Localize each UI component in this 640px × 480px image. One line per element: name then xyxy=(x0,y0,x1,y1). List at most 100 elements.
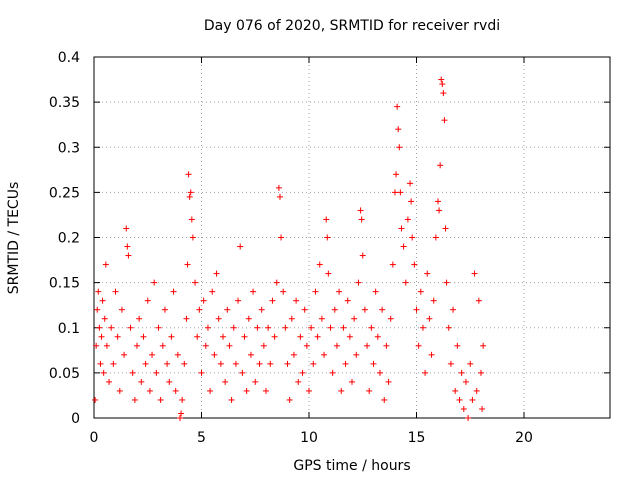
data-point xyxy=(235,297,242,304)
data-point xyxy=(396,144,403,151)
data-point xyxy=(278,234,285,241)
data-point xyxy=(217,360,224,367)
data-point xyxy=(478,369,484,376)
data-point xyxy=(129,369,136,376)
data-point xyxy=(202,342,209,349)
data-point xyxy=(366,387,373,394)
data-point xyxy=(432,234,439,241)
chart-title: Day 076 of 2020, SRMTID for receiver rvd… xyxy=(204,18,500,34)
data-point xyxy=(230,324,237,331)
data-point xyxy=(131,396,138,403)
data-point xyxy=(393,171,400,178)
data-point xyxy=(95,288,102,295)
data-point xyxy=(323,216,330,223)
data-point xyxy=(157,396,164,403)
data-point xyxy=(407,180,414,187)
data-point xyxy=(166,378,173,385)
data-point xyxy=(170,288,177,295)
data-point xyxy=(400,243,407,250)
data-point xyxy=(184,261,191,268)
data-point xyxy=(458,369,465,376)
data-point xyxy=(342,360,349,367)
x-tick-label: 10 xyxy=(300,430,318,446)
data-point xyxy=(441,117,448,124)
y-tick-label: 0.4 xyxy=(58,50,80,66)
data-point xyxy=(153,369,160,376)
data-point xyxy=(338,387,345,394)
data-point xyxy=(479,405,486,412)
data-point xyxy=(357,207,364,214)
y-axis-label: SRMTID / TECUs xyxy=(6,182,22,295)
data-point xyxy=(112,288,119,295)
data-point xyxy=(110,360,117,367)
data-point xyxy=(275,184,282,191)
data-point xyxy=(331,306,338,313)
data-point xyxy=(178,410,185,417)
data-point xyxy=(299,369,306,376)
data-point xyxy=(254,324,261,331)
data-point xyxy=(438,76,445,83)
data-point xyxy=(140,333,147,340)
data-point xyxy=(445,324,452,331)
data-point xyxy=(456,396,463,403)
data-point xyxy=(430,297,437,304)
x-tick-label: 5 xyxy=(197,430,206,446)
data-point xyxy=(426,315,433,322)
data-point xyxy=(301,306,308,313)
data-point xyxy=(471,270,478,277)
data-point xyxy=(99,297,106,304)
data-point xyxy=(417,288,424,295)
data-point xyxy=(186,193,193,200)
data-point xyxy=(92,396,99,403)
data-point xyxy=(228,396,235,403)
data-point xyxy=(398,225,405,232)
data-point xyxy=(194,333,201,340)
data-point xyxy=(265,324,272,331)
data-point xyxy=(327,324,334,331)
data-point xyxy=(440,90,447,97)
data-point xyxy=(462,378,469,385)
data-point xyxy=(349,378,355,385)
data-point xyxy=(247,351,254,358)
data-point xyxy=(183,315,190,322)
data-point xyxy=(439,81,446,88)
grid-lines xyxy=(94,57,610,418)
data-point xyxy=(239,369,246,376)
data-point xyxy=(172,387,179,394)
data-point xyxy=(469,396,476,403)
data-point xyxy=(314,333,321,340)
data-point xyxy=(263,387,269,394)
data-point xyxy=(124,243,131,250)
data-point xyxy=(442,225,449,232)
data-point xyxy=(94,306,101,313)
data-point xyxy=(267,360,274,367)
data-point xyxy=(116,387,123,394)
data-point xyxy=(333,342,340,349)
data-point xyxy=(187,189,194,196)
data-point xyxy=(237,243,244,250)
data-point xyxy=(100,369,107,376)
data-point xyxy=(303,342,310,349)
data-point xyxy=(224,306,231,313)
y-tick-label: 0.25 xyxy=(49,185,80,201)
data-point xyxy=(125,252,132,259)
data-point xyxy=(123,225,130,232)
data-point xyxy=(295,378,302,385)
data-point xyxy=(402,279,409,286)
data-point xyxy=(316,261,323,268)
data-point xyxy=(424,270,431,277)
data-point xyxy=(269,297,276,304)
data-point xyxy=(409,234,416,241)
data-point xyxy=(397,189,404,196)
data-point xyxy=(149,351,156,358)
data-point xyxy=(381,396,388,403)
data-point xyxy=(250,288,257,295)
data-point xyxy=(310,360,317,367)
data-point xyxy=(413,306,420,313)
data-point xyxy=(127,324,134,331)
data-point xyxy=(161,306,168,313)
data-point xyxy=(200,297,207,304)
data-point xyxy=(121,351,128,358)
data-point xyxy=(385,378,392,385)
